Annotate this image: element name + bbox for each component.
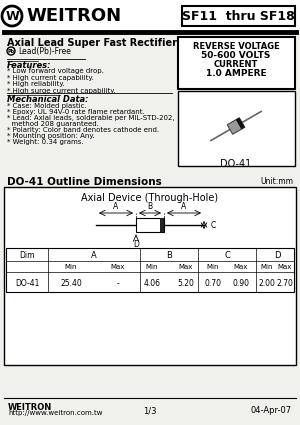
Text: * Mounting position: Any.: * Mounting position: Any. (7, 133, 95, 139)
Text: DO-41 Outline Dimensions: DO-41 Outline Dimensions (7, 177, 162, 187)
Text: SF11  thru SF18: SF11 thru SF18 (182, 9, 294, 23)
Text: Min: Min (146, 264, 158, 270)
Text: WEITRON: WEITRON (8, 403, 52, 412)
Text: Max: Max (278, 264, 292, 270)
Text: 2.70: 2.70 (277, 280, 293, 289)
Text: * High current capability.: * High current capability. (7, 74, 94, 80)
Text: C: C (211, 221, 216, 230)
Text: Max: Max (111, 264, 125, 270)
Polygon shape (236, 118, 245, 129)
Text: 5.20: 5.20 (178, 280, 194, 289)
Text: REVERSE VOLTAGE: REVERSE VOLTAGE (193, 42, 279, 51)
Text: 25.40: 25.40 (60, 280, 82, 289)
Text: Pb: Pb (8, 48, 15, 54)
Text: Lead(Pb)-Free: Lead(Pb)-Free (18, 46, 71, 56)
Text: * Weight: 0.34 grams.: * Weight: 0.34 grams. (7, 139, 84, 145)
Text: Features:: Features: (7, 61, 52, 70)
Text: DO-41: DO-41 (15, 280, 39, 289)
Text: A: A (182, 202, 187, 211)
Text: * Epoxy: UL 94V-0 rate flame retardant.: * Epoxy: UL 94V-0 rate flame retardant. (7, 109, 145, 115)
Bar (0, 0, 300, 32)
Polygon shape (227, 118, 245, 134)
Text: method 208 guaranteed.: method 208 guaranteed. (7, 121, 99, 127)
Text: Unit:mm: Unit:mm (260, 177, 293, 186)
Text: 0.70: 0.70 (205, 280, 221, 289)
Text: 50-600 VOLTS: 50-600 VOLTS (201, 51, 271, 60)
Text: Min: Min (207, 264, 219, 270)
Text: 04-Apr-07: 04-Apr-07 (251, 406, 292, 415)
Bar (178, 91, 295, 166)
Text: http://www.weitron.com.tw: http://www.weitron.com.tw (8, 410, 103, 416)
Text: Axial Lead Super Fast Rectifier: Axial Lead Super Fast Rectifier (7, 38, 177, 48)
Text: A: A (91, 250, 97, 260)
Text: * Case: Molded plastic.: * Case: Molded plastic. (7, 103, 87, 109)
Text: C: C (224, 250, 230, 260)
Text: B: B (166, 250, 172, 260)
Bar (182, 6, 295, 26)
Bar (160, 218, 164, 232)
Text: DO-41: DO-41 (220, 159, 252, 169)
Text: 1/3: 1/3 (143, 406, 157, 415)
Text: * Polarity: Color band denotes cathode end.: * Polarity: Color band denotes cathode e… (7, 127, 159, 133)
Text: * High reliability.: * High reliability. (7, 81, 65, 87)
Text: B: B (147, 202, 153, 211)
Bar (4, 187, 296, 365)
Text: Mechanical Data:: Mechanical Data: (7, 95, 88, 104)
Text: 1.0 AMPERE: 1.0 AMPERE (206, 68, 266, 77)
Text: * Lead: Axial leads, solderable per MIL-STD-202,: * Lead: Axial leads, solderable per MIL-… (7, 115, 175, 121)
Text: 4.06: 4.06 (143, 280, 161, 289)
Text: 2.00: 2.00 (259, 280, 275, 289)
Text: A: A (113, 202, 119, 211)
Text: WEITRON: WEITRON (26, 7, 121, 25)
Text: -: - (117, 280, 119, 289)
Text: CURRENT: CURRENT (214, 60, 258, 68)
Text: 0.90: 0.90 (232, 280, 250, 289)
Text: Max: Max (234, 264, 248, 270)
Bar (6, 248, 294, 292)
Text: Axial Device (Through-Hole): Axial Device (Through-Hole) (81, 193, 219, 203)
Text: Max: Max (179, 264, 193, 270)
Text: Dim: Dim (19, 250, 35, 260)
Text: D: D (133, 240, 139, 249)
Bar (178, 37, 295, 89)
Text: D: D (274, 250, 280, 260)
Text: Min: Min (65, 264, 77, 270)
Text: Min: Min (261, 264, 273, 270)
Text: * High surge current capability.: * High surge current capability. (7, 88, 116, 94)
Bar (136, 218, 164, 232)
Text: W: W (5, 9, 19, 23)
Text: * Low forward voltage drop.: * Low forward voltage drop. (7, 68, 104, 74)
